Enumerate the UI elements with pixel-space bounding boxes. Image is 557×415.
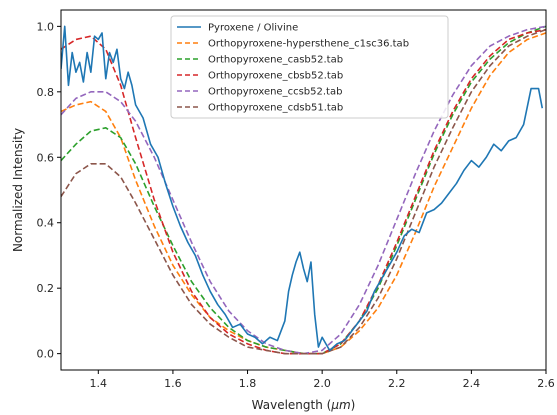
legend-entry: Orthopyroxene_cdsb51.tab xyxy=(208,103,343,114)
y-tick-label: 0.0 xyxy=(37,348,55,361)
legend-entry: Orthopyroxene-hypersthene_c1sc36.tab xyxy=(208,39,409,50)
y-tick-label: 0.6 xyxy=(37,151,55,164)
y-tick-label: 0.8 xyxy=(37,86,55,99)
legend-entry: Orthopyroxene_cbsb52.tab xyxy=(208,71,343,82)
x-axis: 1.4 1.6 1.8 2.0 2.2 2.4 2.6 xyxy=(90,370,555,390)
series-line-0 xyxy=(61,25,544,352)
series-line-2 xyxy=(61,25,546,355)
y-tick-label: 0.2 xyxy=(37,282,55,295)
legend-entry: Orthopyroxene_ccsb52.tab xyxy=(208,87,342,98)
x-tick-label: 1.8 xyxy=(239,377,257,390)
legend-box xyxy=(170,15,449,119)
y-axis-label: Normalized Intensity xyxy=(11,128,25,252)
legend: Pyroxene / Olivine Orthopyroxene-hypersth… xyxy=(170,15,449,119)
x-tick-label: 2.6 xyxy=(537,377,555,390)
legend-entry: Orthopyroxene_casb52.tab xyxy=(208,55,343,66)
x-axis-label: Wavelength (μm) xyxy=(252,398,356,412)
x-tick-label: 2.2 xyxy=(388,377,406,390)
x-tick-label: 1.6 xyxy=(164,377,182,390)
plot-frame xyxy=(60,9,547,371)
y-tick-label: 1.0 xyxy=(37,20,55,33)
y-axis: 0.0 0.2 0.4 0.6 0.8 1.0 xyxy=(37,20,61,361)
legend-entry: Pyroxene / Olivine xyxy=(208,23,298,34)
series-layer xyxy=(61,25,546,355)
x-tick-label: 2.4 xyxy=(463,377,481,390)
series-line-4 xyxy=(61,25,546,355)
y-tick-label: 0.4 xyxy=(37,217,55,230)
x-tick-label: 2.0 xyxy=(313,377,331,390)
series-line-5 xyxy=(61,28,546,355)
x-tick-label: 1.4 xyxy=(90,377,108,390)
